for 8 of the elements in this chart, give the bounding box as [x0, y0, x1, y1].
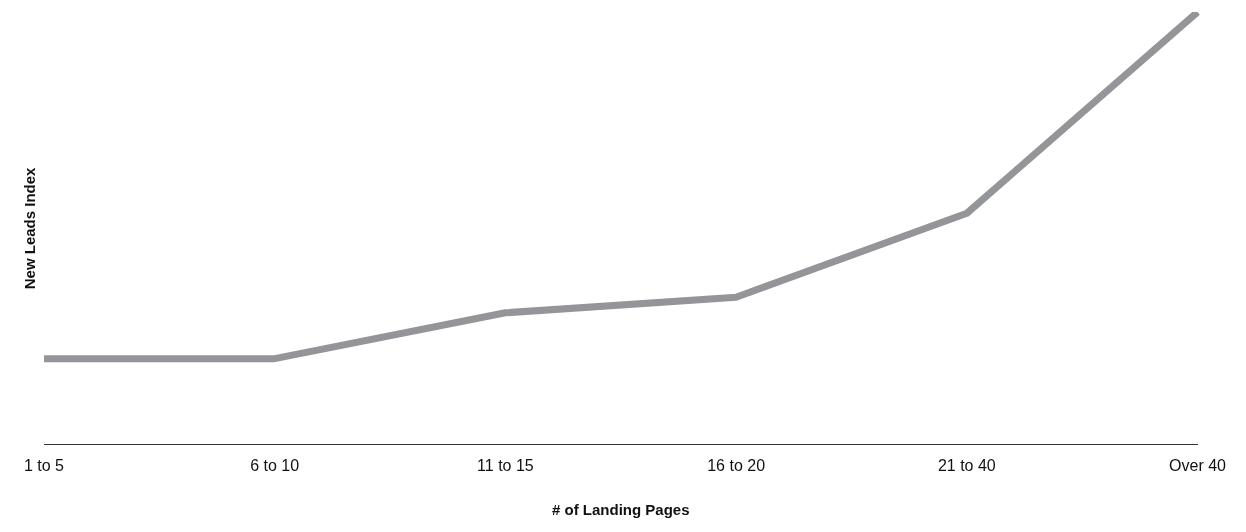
y-axis-title: New Leads Index	[21, 166, 39, 290]
x-tick-label: 11 to 15	[477, 456, 534, 474]
x-axis-title: # of Landing Pages	[552, 501, 690, 519]
x-tick-label: 16 to 20	[707, 456, 766, 474]
x-tick-label: 21 to 40	[937, 456, 996, 474]
x-tick-label: 6 to 10	[250, 456, 300, 474]
x-tick-label: Over 40	[1169, 456, 1227, 474]
x-tick-label: 1 to 5	[23, 456, 65, 474]
